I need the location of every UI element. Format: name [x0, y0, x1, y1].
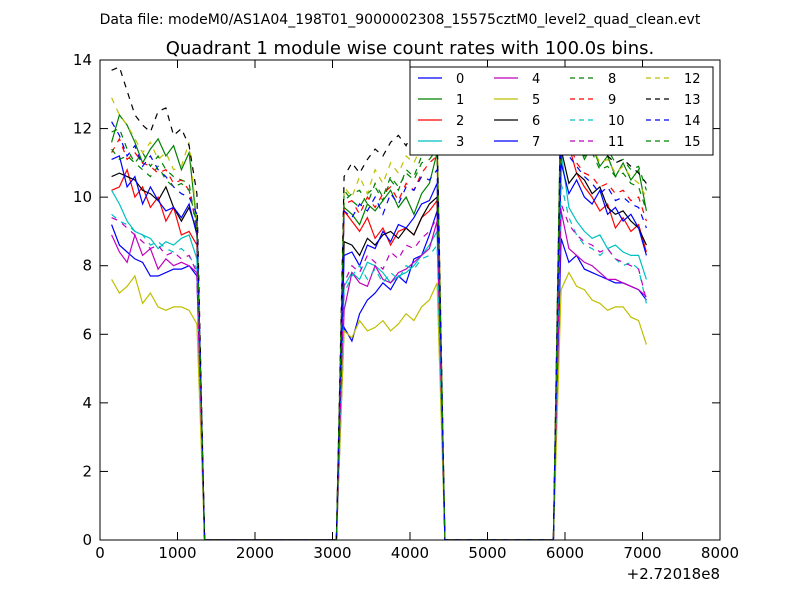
series-line-5	[111, 271, 647, 540]
legend-label-1: 1	[456, 93, 464, 108]
legend-label-7: 7	[532, 135, 540, 150]
series-line-7	[111, 155, 647, 540]
y-tick-label: 6	[82, 325, 92, 343]
y-tick-label: 12	[73, 120, 92, 138]
y-tick-label: 8	[82, 257, 92, 275]
x-tick-label: 0	[95, 544, 105, 562]
x-offset-label: +2.72018e8	[627, 565, 720, 583]
legend-label-6: 6	[532, 114, 540, 129]
x-tick-label: 5000	[468, 544, 506, 562]
legend-label-0: 0	[456, 72, 464, 87]
x-tick-label: 8000	[701, 544, 739, 562]
x-tick-label: 3000	[313, 544, 351, 562]
series-line-12	[111, 97, 647, 540]
legend-label-2: 2	[456, 114, 464, 129]
legend-label-5: 5	[532, 93, 540, 108]
legend-label-11: 11	[608, 135, 625, 150]
legend-label-3: 3	[456, 135, 464, 150]
legend-label-10: 10	[608, 114, 625, 129]
y-tick-label: 4	[82, 394, 92, 412]
legend-label-15: 15	[684, 135, 701, 150]
legend-label-8: 8	[608, 72, 616, 87]
x-tick-label: 1000	[158, 544, 196, 562]
x-tick-label: 6000	[546, 544, 584, 562]
legend-box	[409, 66, 714, 156]
series-line-14	[111, 121, 647, 540]
legend-label-4: 4	[532, 72, 540, 87]
series-line-4	[111, 210, 647, 540]
series-line-3	[111, 152, 647, 540]
series-line-0	[111, 210, 647, 540]
legend-label-12: 12	[684, 72, 701, 87]
data-file-suptitle: Data file: modeM0/AS1A04_198T01_90000023…	[100, 12, 701, 28]
series-line-15	[111, 100, 647, 540]
legend-label-13: 13	[684, 93, 701, 108]
legend-label-14: 14	[684, 114, 701, 129]
y-tick-label: 10	[73, 188, 92, 206]
x-tick-label: 4000	[391, 544, 429, 562]
x-tick-label: 2000	[236, 544, 274, 562]
legend-label-9: 9	[608, 93, 616, 108]
y-tick-label: 14	[73, 51, 92, 69]
y-tick-label: 0	[82, 531, 92, 549]
x-tick-label: 7000	[623, 544, 661, 562]
chart-title: Quadrant 1 module wise count rates with …	[166, 38, 655, 59]
y-tick-label: 2	[82, 462, 92, 480]
